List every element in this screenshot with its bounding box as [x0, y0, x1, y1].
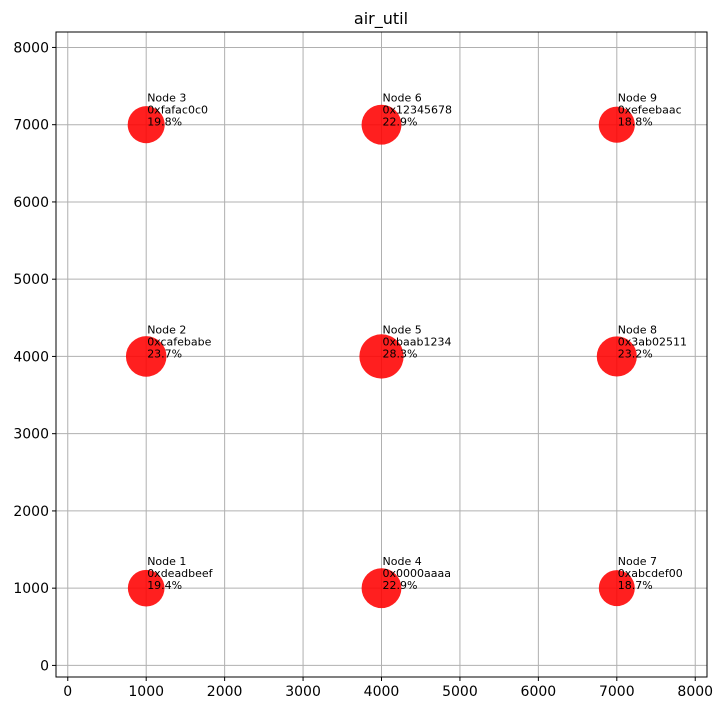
y-tick-label: 5000 — [13, 272, 49, 288]
y-tick-label: 8000 — [13, 40, 49, 56]
x-tick-label: 6000 — [521, 684, 557, 700]
y-tick-label: 3000 — [13, 427, 49, 443]
x-tick-label: 4000 — [364, 684, 400, 700]
node-point — [598, 106, 635, 143]
node-label: Node 8 0x3ab02511 23.2% — [618, 323, 687, 360]
node-label: Node 1 0xdeadbeef 19.4% — [147, 555, 213, 592]
node-point — [596, 336, 637, 377]
chart-title: air_util — [354, 9, 408, 29]
node-point — [361, 104, 402, 145]
x-tick-label: 1000 — [128, 684, 164, 700]
points-layer — [125, 104, 637, 609]
y-tick-label: 0 — [40, 658, 49, 674]
y-tick-label: 6000 — [13, 195, 49, 211]
axis-ticks-layer: 0 1000 2000 3000 4000 5000 6000 7000 8000 0 1000 20… — [13, 40, 713, 700]
x-tick-label: 2000 — [207, 684, 243, 700]
node-label: Node 6 0x12345678 22.9% — [383, 92, 453, 129]
y-tick-label: 4000 — [13, 349, 49, 365]
node-point — [125, 336, 167, 377]
node-label: Node 4 0x0000aaaa 22.9% — [383, 555, 451, 592]
node-point — [359, 334, 404, 379]
node-label: Node 7 0xabcdef00 18.7% — [618, 555, 683, 592]
x-tick-label: 0 — [63, 684, 72, 700]
node-point — [127, 106, 165, 144]
y-tick-label: 7000 — [13, 118, 49, 134]
node-label: Node 2 0xcafebabe 23.7% — [147, 323, 211, 360]
x-tick-label: 8000 — [677, 684, 713, 700]
node-label: Node 5 0xbaab1234 28.3% — [383, 323, 452, 360]
node-point — [598, 570, 635, 607]
node-labels-layer: Node 1 0xdeadbeef 19.4% Node 2 0xcafebabe 23.… — [147, 92, 687, 592]
x-tick-label: 3000 — [285, 684, 321, 700]
y-tick-label: 1000 — [13, 581, 49, 597]
y-tick-label: 2000 — [13, 504, 49, 520]
node-label: Node 3 0xfafac0c0 19.8% — [147, 92, 208, 129]
x-tick-label: 5000 — [442, 684, 478, 700]
node-label: Node 9 0xefeebaac 18.8% — [618, 92, 682, 129]
node-point — [361, 568, 402, 609]
node-point — [127, 569, 165, 607]
x-tick-label: 7000 — [599, 684, 635, 700]
